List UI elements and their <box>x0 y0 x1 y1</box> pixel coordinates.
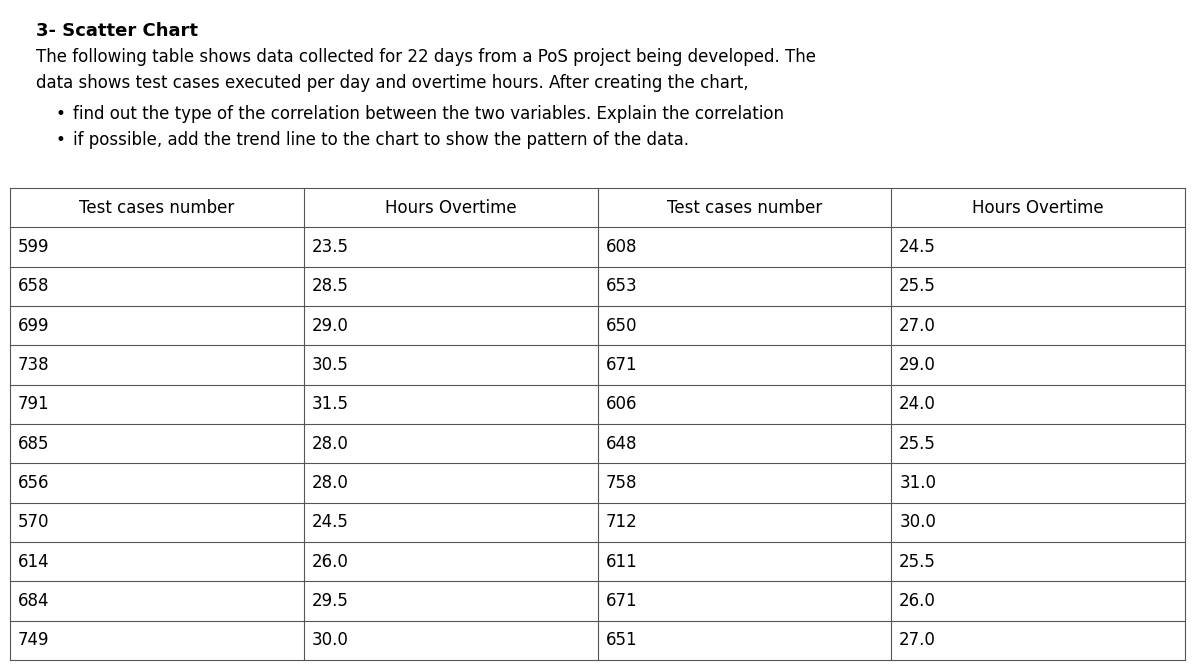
Text: 29.0: 29.0 <box>899 356 936 374</box>
Text: •: • <box>55 131 65 149</box>
Text: 712: 712 <box>606 513 637 531</box>
Text: Test cases number: Test cases number <box>79 198 234 216</box>
Text: 31.5: 31.5 <box>312 395 349 413</box>
Text: 614: 614 <box>18 552 49 570</box>
Text: 25.5: 25.5 <box>899 277 936 295</box>
Text: 650: 650 <box>606 317 637 335</box>
Text: 671: 671 <box>606 356 637 374</box>
Text: 656: 656 <box>18 474 49 492</box>
Text: Hours Overtime: Hours Overtime <box>972 198 1104 216</box>
Text: 24.0: 24.0 <box>899 395 936 413</box>
Text: 27.0: 27.0 <box>899 317 936 335</box>
Text: 749: 749 <box>18 631 49 649</box>
Text: Hours Overtime: Hours Overtime <box>385 198 516 216</box>
Text: 791: 791 <box>18 395 49 413</box>
Text: 29.0: 29.0 <box>312 317 349 335</box>
Text: 27.0: 27.0 <box>899 631 936 649</box>
Text: 684: 684 <box>18 592 49 610</box>
Text: 648: 648 <box>606 435 637 453</box>
Text: 30.0: 30.0 <box>899 513 936 531</box>
Text: 658: 658 <box>18 277 49 295</box>
Text: find out the type of the correlation between the two variables. Explain the corr: find out the type of the correlation bet… <box>73 105 784 123</box>
Text: The following table shows data collected for 22 days from a PoS project being de: The following table shows data collected… <box>36 48 816 66</box>
Text: 28.5: 28.5 <box>312 277 349 295</box>
Text: 570: 570 <box>18 513 49 531</box>
Text: data shows test cases executed per day and overtime hours. After creating the ch: data shows test cases executed per day a… <box>36 74 749 92</box>
Text: 599: 599 <box>18 238 49 256</box>
Text: 24.5: 24.5 <box>312 513 349 531</box>
Text: 653: 653 <box>606 277 637 295</box>
Text: 25.5: 25.5 <box>899 435 936 453</box>
Text: 738: 738 <box>18 356 49 374</box>
Text: 26.0: 26.0 <box>312 552 349 570</box>
Text: 25.5: 25.5 <box>899 552 936 570</box>
Text: 611: 611 <box>606 552 637 570</box>
Text: 699: 699 <box>18 317 49 335</box>
Text: 30.0: 30.0 <box>312 631 349 649</box>
Text: if possible, add the trend line to the chart to show the pattern of the data.: if possible, add the trend line to the c… <box>73 131 689 149</box>
Text: 3- Scatter Chart: 3- Scatter Chart <box>36 22 198 40</box>
Text: 31.0: 31.0 <box>899 474 936 492</box>
Text: •: • <box>55 105 65 123</box>
Text: 24.5: 24.5 <box>899 238 936 256</box>
Text: 26.0: 26.0 <box>899 592 936 610</box>
Text: 30.5: 30.5 <box>312 356 349 374</box>
Text: 28.0: 28.0 <box>312 474 349 492</box>
Text: 29.5: 29.5 <box>312 592 349 610</box>
Text: 651: 651 <box>606 631 637 649</box>
Text: 23.5: 23.5 <box>312 238 349 256</box>
Text: Test cases number: Test cases number <box>667 198 822 216</box>
Text: 606: 606 <box>606 395 637 413</box>
Text: 758: 758 <box>606 474 637 492</box>
Text: 608: 608 <box>606 238 637 256</box>
Text: 685: 685 <box>18 435 49 453</box>
Text: 28.0: 28.0 <box>312 435 349 453</box>
Text: 671: 671 <box>606 592 637 610</box>
